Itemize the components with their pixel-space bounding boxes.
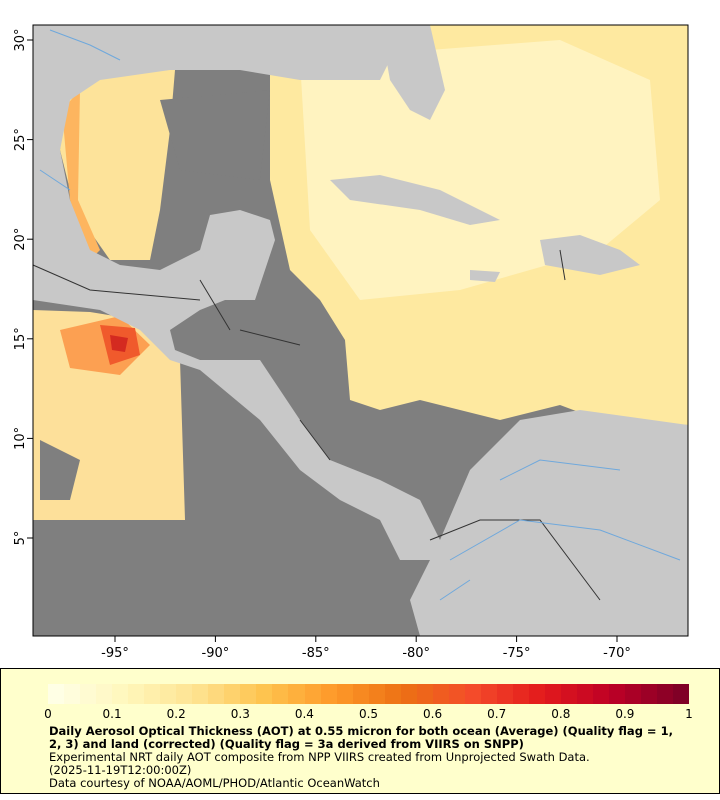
colorbar-segment [673, 684, 690, 704]
colorbar-segment [384, 684, 401, 704]
colorbar-segment [400, 684, 417, 704]
colorbar-tick-label: 0.1 [102, 707, 122, 721]
colorbar-segment [528, 684, 545, 704]
colorbar-tick-label: 0.6 [423, 707, 443, 721]
lon-tick-label: -90° [202, 646, 230, 661]
colorbar [48, 684, 690, 704]
colorbar-segment [208, 684, 225, 704]
colorbar-segment [320, 684, 337, 704]
lon-tick-label: -75° [503, 646, 531, 661]
colorbar-segment [96, 684, 113, 704]
colorbar-segment [641, 684, 658, 704]
legend-panel: 0 0.1 0.2 0.3 0.4 0.5 0.6 0.7 0.8 0.9 1 Daily Aero… [0, 668, 720, 794]
colorbar-segment [561, 684, 578, 704]
colorbar-tick-label: 0.2 [166, 707, 186, 721]
colorbar-tick-label: 0.5 [358, 707, 379, 721]
lat-tick-label: 25° [13, 128, 28, 151]
colorbar-segment [368, 684, 385, 704]
colorbar-segment [657, 684, 674, 704]
colorbar-segment [304, 684, 321, 704]
borders-layer [32, 249, 601, 601]
colorbar-segment [176, 684, 193, 704]
colorbar-segment [609, 684, 626, 704]
colorbar-segment [416, 684, 433, 704]
colorbar-segment [48, 684, 65, 704]
colorbar-segment [160, 684, 177, 704]
colorbar-segment [593, 684, 610, 704]
colorbar-tick-label: 0.9 [615, 707, 635, 721]
colorbar-segment [496, 684, 513, 704]
colorbar-segment [336, 684, 353, 704]
colorbar-segment [480, 684, 497, 704]
lon-tick-label: -85° [302, 646, 330, 661]
lat-tick-label: 30° [13, 28, 28, 51]
colorbar-tick-label: 0 [44, 707, 52, 721]
colorbar-segment [464, 684, 481, 704]
legend-title: Daily Aerosol Optical Thickness (AOT) at… [49, 724, 673, 751]
colorbar-segment [256, 684, 273, 704]
lon-tick-label: -95° [101, 646, 129, 661]
colorbar-segment [272, 684, 289, 704]
latitude-axis: 30° 25° 20° 15° 10° 5° [13, 28, 33, 545]
colorbar-segment [224, 684, 241, 704]
colorbar-segment [240, 684, 257, 704]
colorbar-segment [128, 684, 145, 704]
colorbar-segment [544, 684, 561, 704]
lat-tick-label: 5° [13, 531, 28, 546]
longitude-axis: -95° -90° -85° -80° -75° -70° [101, 636, 631, 661]
land-layer [33, 25, 688, 636]
colorbar-tick-label: 1 [685, 707, 693, 721]
colorbar-segment [288, 684, 305, 704]
legend-date: (2025-11-19T12:00:00Z) [49, 763, 192, 777]
colorbar-segment [577, 684, 594, 704]
colorbar-segment [512, 684, 529, 704]
lat-tick-label: 20° [13, 228, 28, 251]
lat-tick-label: 10° [13, 427, 28, 450]
colorbar-tick-label: 0.7 [487, 707, 507, 721]
colorbar-segment [352, 684, 369, 704]
legend-description: Experimental NRT daily AOT composite fro… [49, 750, 590, 764]
aot-map[interactable]: -95° -90° -85° -80° -75° -70° 30° 25° 20° 15° 10°… [0, 0, 720, 665]
rivers-layer [39, 29, 681, 601]
colorbar-tick-label: 0.3 [230, 707, 250, 721]
colorbar-segment [448, 684, 465, 704]
colorbar-segment [80, 684, 97, 704]
colorbar-segment [625, 684, 642, 704]
colorbar-segment [192, 684, 209, 704]
colorbar-tick-label: 0.4 [294, 707, 314, 721]
lon-tick-label: -80° [402, 646, 430, 661]
aot-data-layer [33, 25, 688, 520]
lat-tick-label: 15° [13, 327, 28, 350]
colorbar-tick-label: 0.8 [551, 707, 571, 721]
colorbar-segment [432, 684, 449, 704]
colorbar-segment [144, 684, 161, 704]
legend-credit: Data courtesy of NOAA/AOML/PHOD/Atlantic… [49, 776, 380, 790]
colorbar-segment [112, 684, 129, 704]
map-frame [32, 24, 689, 637]
colorbar-segment [64, 684, 81, 704]
lon-tick-label: -70° [603, 646, 631, 661]
